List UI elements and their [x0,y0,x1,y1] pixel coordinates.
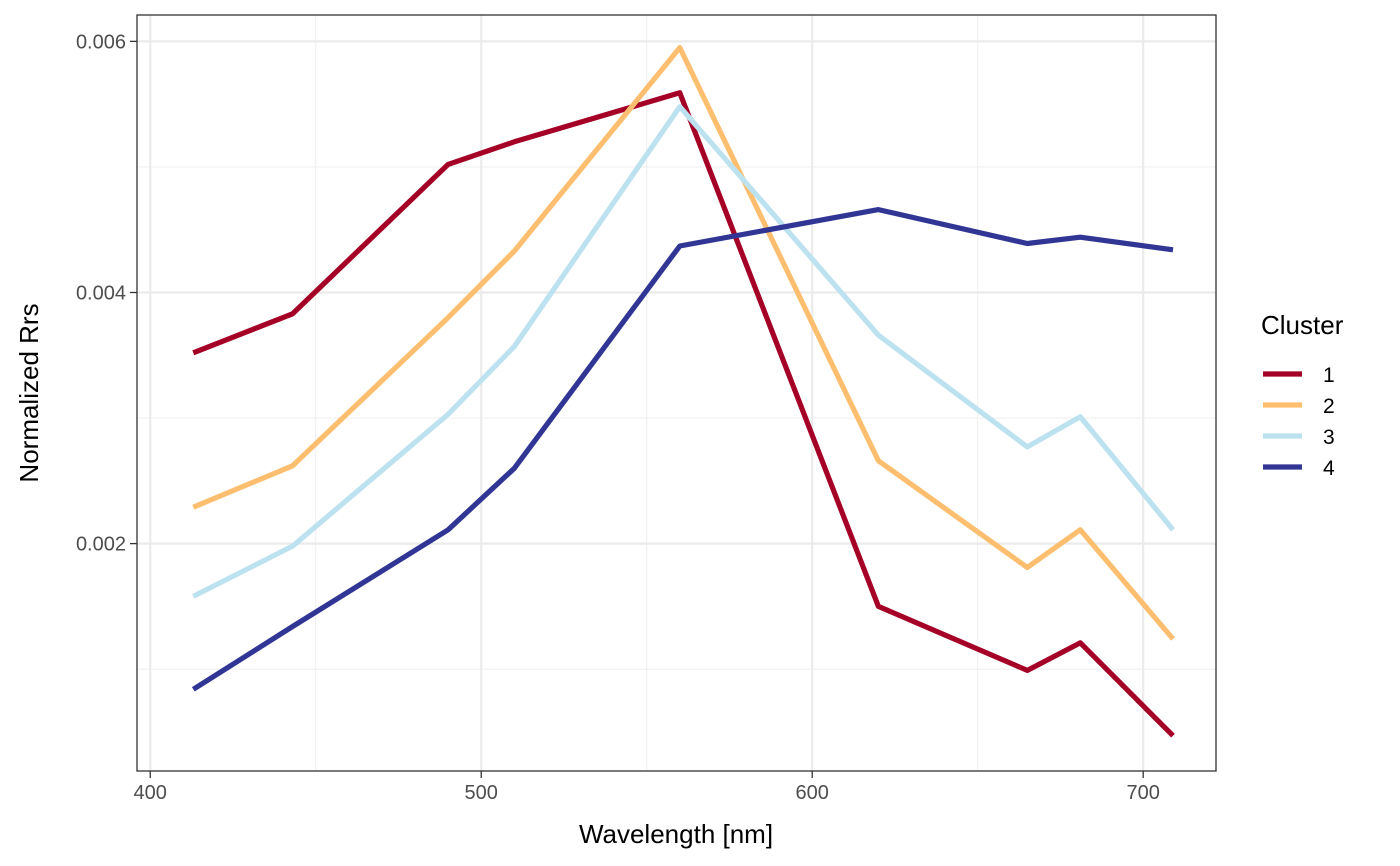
series-lines [191,44,1176,738]
legend-title: Cluster [1261,310,1344,340]
x-tick-label: 600 [796,782,829,804]
x-axis-title: Wavelength [nm] [579,819,773,849]
legend: Cluster 1 2 3 4 [1261,310,1344,480]
series-line-1 [192,90,1175,738]
series-line-4 [191,207,1174,692]
y-tick-label: 0.002 [76,534,126,556]
grid-major [137,15,1216,771]
series-line-2 [192,44,1175,641]
legend-label-2: 2 [1323,395,1335,418]
y-tick-label: 0.004 [76,282,126,304]
plot-background [137,15,1216,771]
grid-minor [137,15,1216,771]
x-tick-label: 400 [134,782,167,804]
series-line-3 [192,104,1176,599]
x-tick-label: 700 [1126,782,1159,804]
y-tick-label: 0.006 [76,31,126,53]
y-axis-title: Normalized Rrs [14,303,44,482]
legend-label-1: 1 [1323,364,1335,387]
x-axis: 400 500 600 700 [134,771,1160,804]
legend-label-3: 3 [1323,426,1335,449]
x-tick-label: 500 [465,782,498,804]
plot-border [136,14,1217,772]
legend-label-4: 4 [1323,457,1335,480]
y-axis: 0.002 0.004 0.006 [76,31,137,556]
